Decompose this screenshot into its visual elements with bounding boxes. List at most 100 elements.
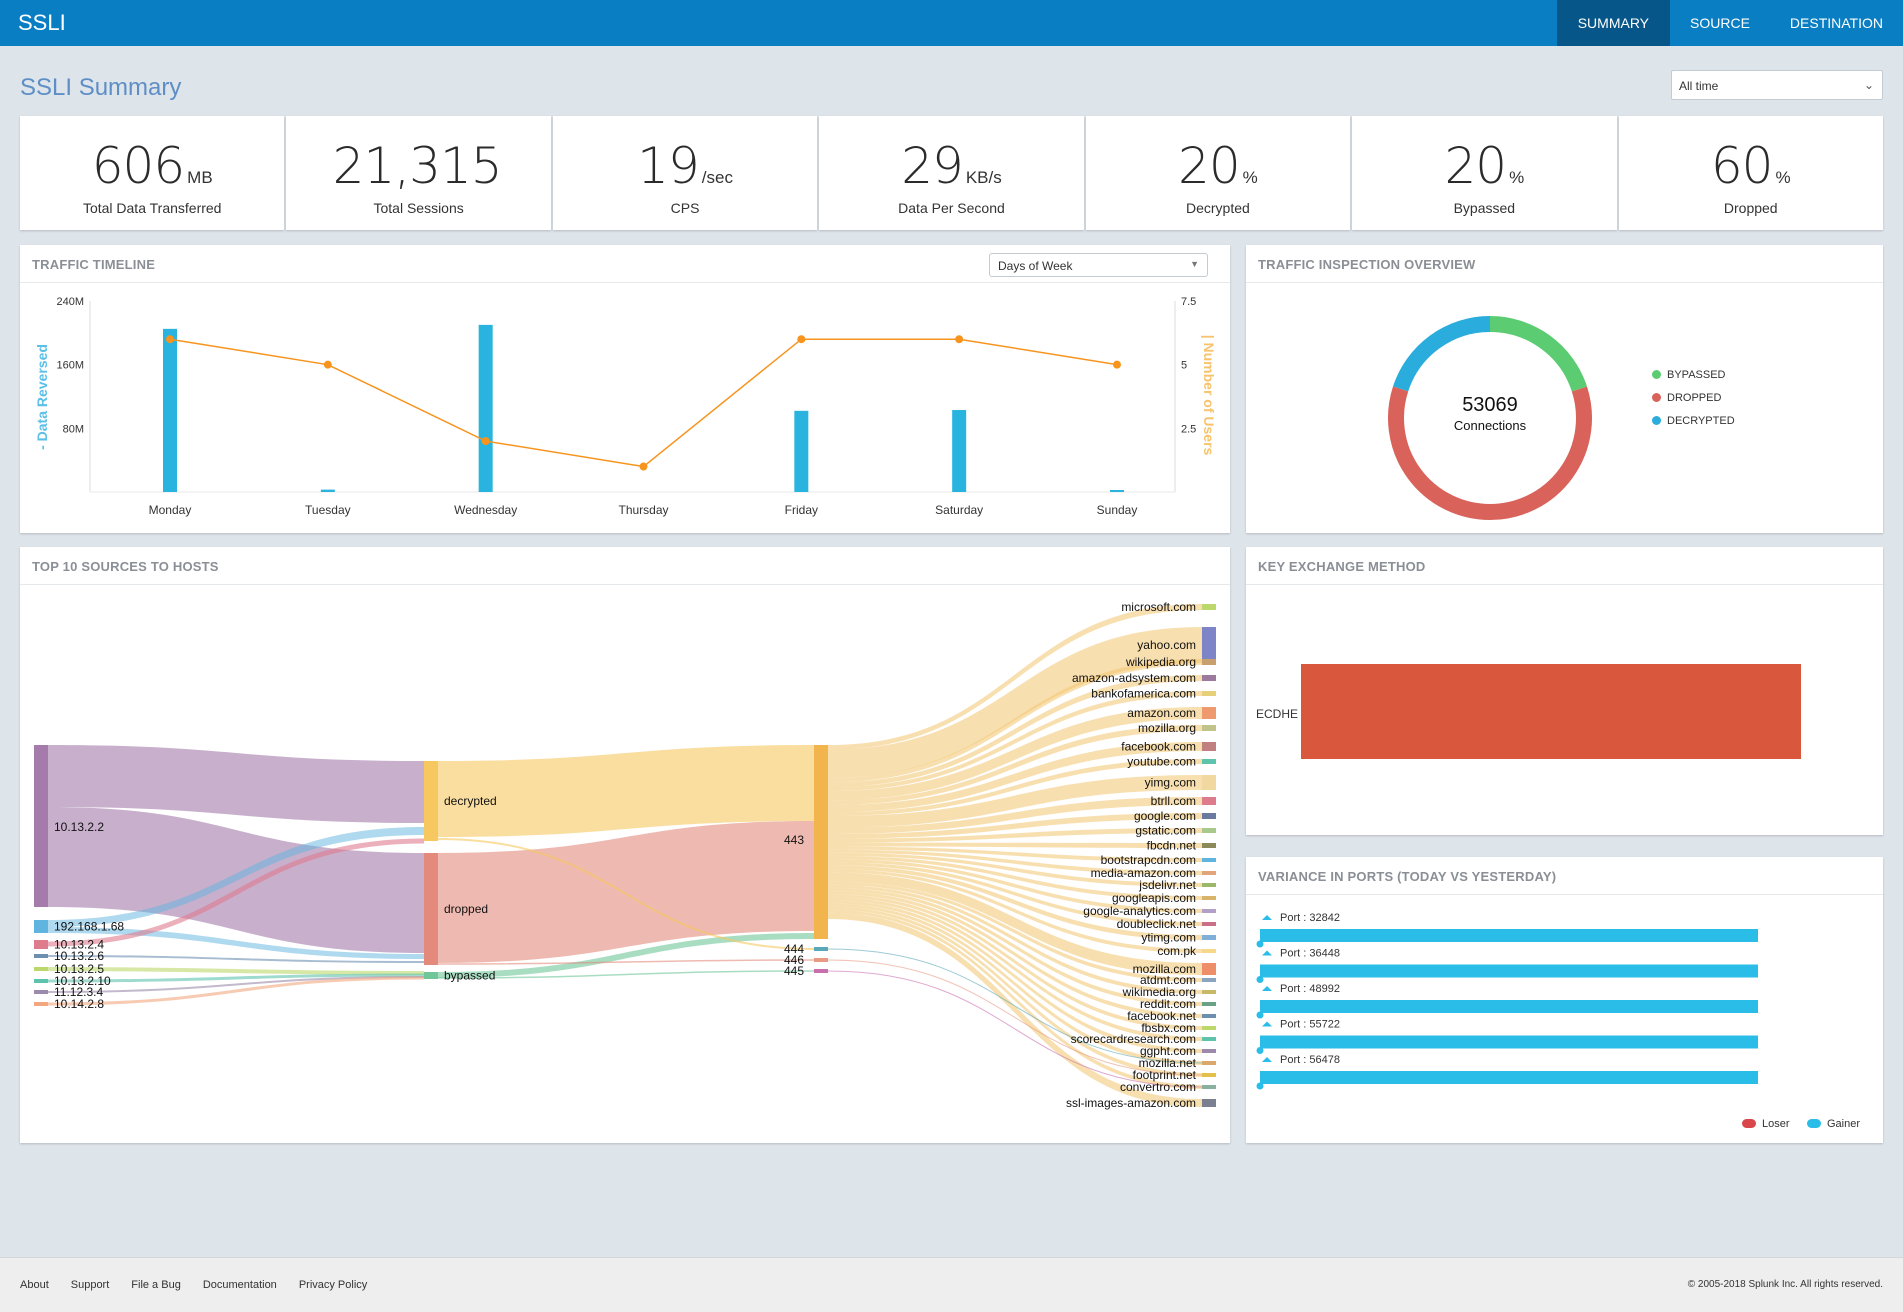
host-node[interactable]: [1202, 1099, 1216, 1107]
flow-443-jsdelivr-net[interactable]: [828, 852, 1202, 887]
donut-slice-decrypted[interactable]: [1392, 316, 1491, 392]
host-node[interactable]: [1202, 858, 1216, 862]
flow-443-yahoo-com[interactable]: [828, 627, 1202, 778]
users-point-friday[interactable]: [797, 335, 806, 344]
flow-443-microsoft-com[interactable]: [828, 604, 1202, 750]
users-point-monday[interactable]: [166, 335, 174, 344]
flow-443-amazon-com[interactable]: [828, 707, 1202, 801]
bar-sunday[interactable]: [1110, 490, 1124, 492]
source-node[interactable]: [34, 990, 48, 994]
flow-443-com-pk[interactable]: [828, 869, 1202, 953]
host-node[interactable]: [1202, 990, 1216, 994]
footer-link-file-bug[interactable]: File a Bug: [131, 1279, 181, 1291]
flow-444-host[interactable]: [827, 948, 1203, 1064]
host-node[interactable]: [1202, 813, 1216, 819]
port-node[interactable]: [814, 969, 828, 973]
flow-443-facebook-net[interactable]: [828, 890, 1202, 1018]
users-point-tuesday[interactable]: [323, 360, 332, 369]
flow-443-googleapis-com[interactable]: [828, 855, 1202, 900]
bar-monday[interactable]: [163, 328, 177, 492]
flow-443-mozilla-net[interactable]: [828, 903, 1202, 1065]
flow-443-doubleclick-net[interactable]: [828, 862, 1202, 926]
flow-445-host[interactable]: [827, 970, 1203, 1088]
flow-10-13-2-2-decrypted[interactable]: [48, 745, 424, 823]
flow-446-host[interactable]: [827, 959, 1203, 1076]
host-node[interactable]: [1202, 883, 1216, 887]
flow-bypassed-445[interactable]: [437, 970, 815, 979]
host-node[interactable]: [1202, 759, 1216, 764]
flow-443-youtube-com[interactable]: [828, 759, 1202, 817]
flow-443-amazon-adsystem-com[interactable]: [828, 675, 1202, 788]
host-node[interactable]: [1202, 707, 1216, 719]
host-node[interactable]: [1202, 963, 1216, 975]
source-node[interactable]: [34, 745, 48, 907]
users-point-wednesday[interactable]: [481, 437, 490, 446]
flow-443-yimg-com[interactable]: [828, 775, 1202, 828]
host-node[interactable]: [1202, 1002, 1216, 1006]
flow-443-fbsbx-com[interactable]: [828, 894, 1202, 1030]
port-node[interactable]: [814, 958, 828, 962]
nav-summary[interactable]: SUMMARY: [1556, 0, 1671, 46]
donut-slice-dropped[interactable]: [1388, 386, 1592, 520]
flow-decrypted-444[interactable]: [437, 838, 815, 950]
host-node[interactable]: [1202, 1049, 1216, 1053]
flow-443-mozilla-org[interactable]: [828, 725, 1202, 806]
gainer-bar[interactable]: [1260, 1000, 1758, 1013]
flow-bypassed-443[interactable]: [438, 933, 814, 978]
users-point-thursday[interactable]: [639, 462, 648, 471]
flow-443-ggpht-com[interactable]: [828, 900, 1202, 1053]
nav-destination[interactable]: DESTINATION: [1789, 15, 1883, 31]
bar-ecdhe[interactable]: [1301, 664, 1801, 759]
host-node[interactable]: [1202, 1037, 1216, 1041]
host-node[interactable]: [1202, 691, 1216, 696]
host-node[interactable]: [1202, 828, 1216, 833]
flow-443-atdmt-com[interactable]: [828, 881, 1202, 982]
host-node[interactable]: [1202, 1026, 1216, 1030]
footer-link-documentation[interactable]: Documentation: [202, 1279, 277, 1291]
bar-wednesday[interactable]: [478, 324, 493, 492]
flow-443-wikimedia-org[interactable]: [828, 884, 1202, 994]
flow-10-13-2-5[interactable]: [47, 967, 425, 975]
host-node[interactable]: [1202, 896, 1216, 900]
bar-friday[interactable]: [794, 410, 809, 492]
host-node[interactable]: [1202, 659, 1216, 665]
flow-443-google-analytics-com[interactable]: [828, 858, 1202, 913]
flow-443-facebook-com[interactable]: [828, 742, 1202, 813]
users-point-saturday[interactable]: [955, 335, 964, 344]
host-node[interactable]: [1202, 604, 1216, 610]
host-node[interactable]: [1202, 1061, 1216, 1065]
host-node[interactable]: [1202, 742, 1216, 751]
nav-source[interactable]: SOURCE: [1690, 15, 1750, 31]
footer-link-about[interactable]: About: [20, 1279, 49, 1291]
time-range-picker[interactable]: All time ⌄: [1671, 70, 1883, 100]
flow-11-12-3-4[interactable]: [47, 976, 425, 993]
bar-tuesday[interactable]: [320, 489, 335, 492]
flow-443-scorecardresearch-com[interactable]: [828, 897, 1202, 1041]
flow-443-fbcdn-net[interactable]: [828, 842, 1202, 848]
host-node[interactable]: [1202, 675, 1216, 681]
source-node[interactable]: [34, 979, 48, 983]
flow-443-google-com[interactable]: [828, 813, 1202, 839]
action-node[interactable]: [424, 853, 438, 965]
flow-443-media-amazon-com[interactable]: [828, 849, 1202, 875]
flow-dropped-446[interactable]: [437, 959, 815, 965]
host-node[interactable]: [1202, 775, 1216, 790]
days-of-week-dropdown[interactable]: Days of Week ▼: [989, 253, 1208, 277]
footer-link-support[interactable]: Support: [70, 1279, 110, 1291]
flow-10-13-2-4-decrypted[interactable]: [47, 838, 425, 947]
host-node[interactable]: [1202, 922, 1216, 926]
host-node[interactable]: [1202, 935, 1216, 940]
flow-443-bankofamerica-com[interactable]: [828, 691, 1202, 792]
host-node[interactable]: [1202, 627, 1216, 663]
port-node[interactable]: [814, 745, 828, 939]
host-node[interactable]: [1202, 843, 1216, 848]
host-node[interactable]: [1202, 1014, 1216, 1018]
bar-saturday[interactable]: [952, 410, 967, 492]
flow-dropped-443[interactable]: [438, 821, 814, 963]
flow-443-reddit-com[interactable]: [828, 887, 1202, 1006]
flow-443-ssl-images-amazon-com[interactable]: [828, 912, 1202, 1107]
source-node[interactable]: [34, 967, 48, 971]
footer-link-privacy[interactable]: Privacy Policy: [298, 1279, 368, 1291]
host-node[interactable]: [1202, 871, 1216, 875]
flow-443-gstatic-com[interactable]: [828, 828, 1202, 843]
